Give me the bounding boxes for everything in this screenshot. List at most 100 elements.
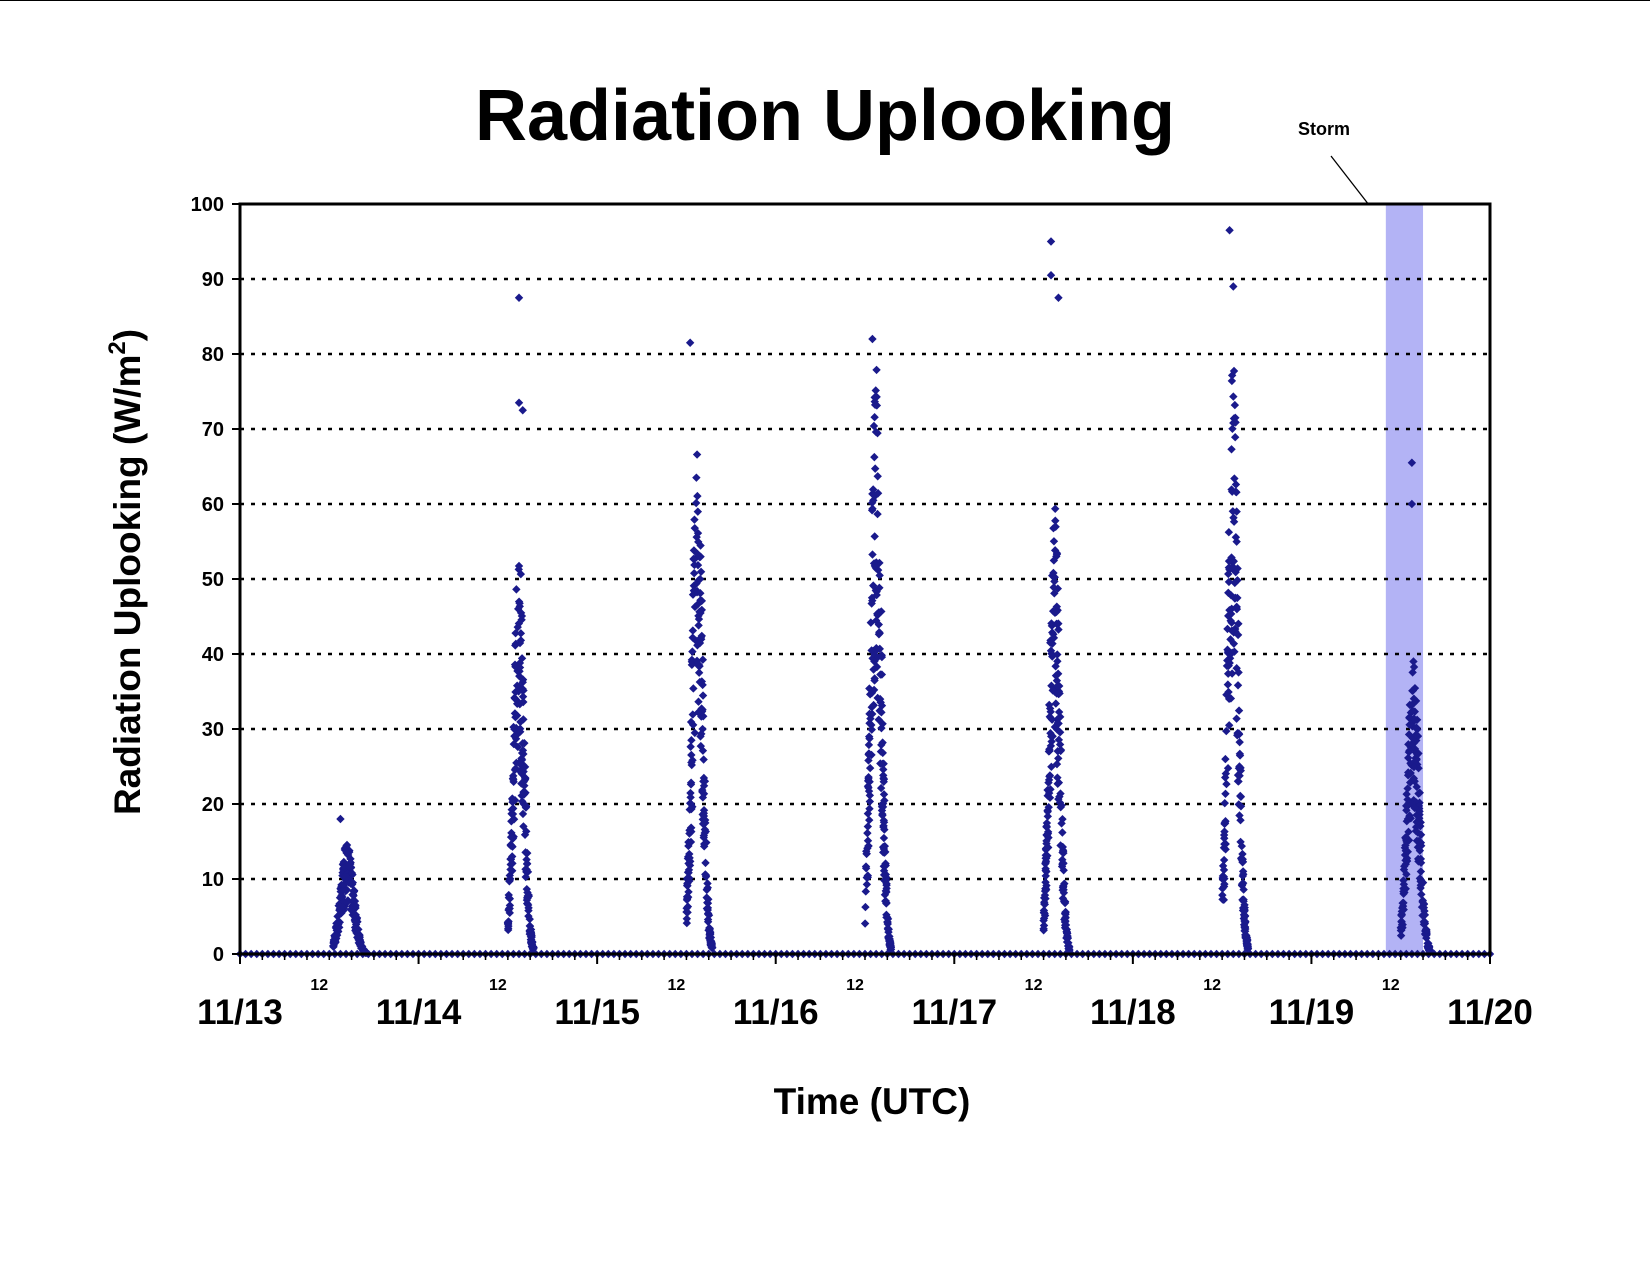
data-point-1757 xyxy=(1423,942,1432,951)
data-point-1043 xyxy=(864,740,874,750)
data-point-1513 xyxy=(1220,834,1229,843)
data-point-1397 xyxy=(1224,556,1234,566)
data-point-1631 xyxy=(1414,801,1424,811)
data-point-443 xyxy=(356,938,365,948)
data-point-859 xyxy=(693,549,702,559)
data-point-1491 xyxy=(1238,867,1248,876)
data-point-1329 xyxy=(1237,841,1246,851)
data-point-1681 xyxy=(1412,723,1421,732)
data-point-914 xyxy=(873,509,882,519)
y-tick-label-50: 50 xyxy=(202,569,224,591)
data-point-1053 xyxy=(869,701,878,710)
data-point-1285 xyxy=(1057,801,1066,810)
data-point-1087 xyxy=(872,392,881,402)
data-point-869 xyxy=(689,569,699,578)
x-tick-label-1: 11/14 xyxy=(376,993,462,1032)
data-point-496 xyxy=(518,739,527,748)
data-point-1665 xyxy=(1401,859,1410,869)
data-point-636 xyxy=(510,731,519,741)
data-point-1073 xyxy=(870,561,880,570)
data-point-1305 xyxy=(1047,715,1057,724)
y-axis-title-main: Radiation Uplooking (W/m xyxy=(107,355,148,815)
data-point-905 xyxy=(872,616,881,625)
data-point-413 xyxy=(351,917,360,926)
data-point-1628 xyxy=(1400,850,1410,860)
data-point-1067 xyxy=(879,817,889,827)
data-point-1006 xyxy=(875,628,884,637)
data-point-1529 xyxy=(1240,911,1250,921)
data-point-627 xyxy=(511,628,520,638)
data-point-816 xyxy=(685,799,695,808)
data-point-883 xyxy=(685,826,694,835)
data-point-1303 xyxy=(1041,864,1050,873)
data-point-420 xyxy=(339,885,348,895)
y-axis-ticks: 0 10 20 30 40 50 60 70 80 90 100 xyxy=(191,194,240,966)
data-point-953 xyxy=(877,740,886,750)
data-point-1056 xyxy=(863,873,872,882)
data-point-1723 xyxy=(1405,812,1414,821)
data-point-1223 xyxy=(1047,762,1056,771)
data-point-1266 xyxy=(1040,900,1050,909)
data-point-980 xyxy=(866,618,876,627)
data-point-923 xyxy=(869,421,879,431)
data-point-610 xyxy=(521,801,530,810)
data-point-638 xyxy=(511,662,520,671)
data-point-1660 xyxy=(1410,683,1420,693)
data-point-1720 xyxy=(1418,878,1428,887)
data-point-1320 xyxy=(1064,938,1073,947)
data-point-882 xyxy=(690,515,699,524)
data-point-1536 xyxy=(1228,507,1238,516)
data-point-881 xyxy=(700,828,709,838)
data-point-1254 xyxy=(1053,584,1062,593)
data-point-836 xyxy=(699,811,709,821)
data-point-505 xyxy=(508,809,518,819)
data-point-1066 xyxy=(865,690,875,699)
data-point-1299 xyxy=(1061,924,1071,934)
data-point-963 xyxy=(869,665,878,674)
data-point-1502 xyxy=(1227,553,1236,562)
data-point-1741 xyxy=(1403,771,1413,780)
data-point-1324 xyxy=(1059,882,1068,891)
data-point-1733 xyxy=(1417,890,1426,899)
data-point-1473 xyxy=(1227,618,1236,627)
data-point-1286 xyxy=(1065,942,1074,952)
y-axis-title-superscript: 2 xyxy=(104,341,131,354)
data-point-1483 xyxy=(1232,604,1242,614)
data-point-1288 xyxy=(1045,745,1054,754)
data-point-1637 xyxy=(1396,931,1406,940)
data-point-858 xyxy=(692,586,702,596)
data-point-982 xyxy=(865,815,874,825)
data-point-1541 xyxy=(1240,907,1249,916)
data-point-707 xyxy=(692,450,702,459)
data-point-890 xyxy=(871,491,880,500)
data-point-938 xyxy=(861,902,870,912)
data-point-842 xyxy=(683,908,692,917)
data-point-1037 xyxy=(865,734,874,743)
data-point-564 xyxy=(522,859,532,869)
data-point-1081 xyxy=(868,489,877,499)
data-point-559 xyxy=(509,815,519,824)
data-point-520 xyxy=(515,663,525,672)
data-point-933 xyxy=(870,413,879,422)
data-point-1141 xyxy=(1053,657,1062,666)
data-point-1275 xyxy=(1049,537,1059,546)
data-point-563 xyxy=(520,830,530,839)
data-point-1511 xyxy=(1240,900,1249,910)
x-midday-label-1: 12 xyxy=(489,977,507,994)
data-point-1226 xyxy=(1046,785,1055,794)
data-point-1679 xyxy=(1402,801,1411,811)
data-point-1777 xyxy=(1407,499,1417,509)
data-point-1055 xyxy=(879,833,889,843)
data-point-936 xyxy=(870,452,879,462)
data-point-656 xyxy=(511,764,520,773)
data-point-1032 xyxy=(880,796,889,805)
data-point-863 xyxy=(692,579,701,588)
data-point-832 xyxy=(698,680,707,690)
data-point-1268 xyxy=(1046,638,1055,647)
data-point-637 xyxy=(529,944,538,954)
data-point-1768 xyxy=(518,406,527,415)
x-axis-ticks: 11/13 11/14 11/15 11/16 11/17 11/18 11/19 11/20… xyxy=(197,954,1533,1032)
data-point-661 xyxy=(504,921,513,931)
data-point-1743 xyxy=(1399,876,1408,885)
data-point-1365 xyxy=(1229,557,1238,566)
